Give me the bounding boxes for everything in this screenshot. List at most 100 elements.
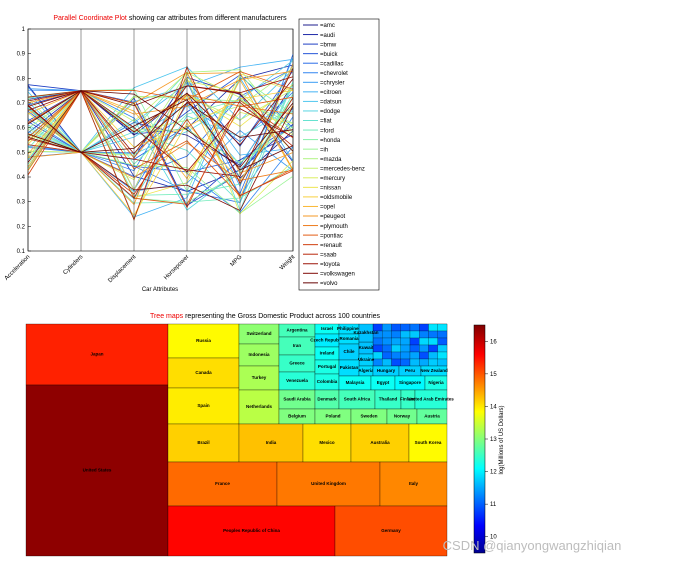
tm-cell-label: Ukraine (358, 357, 375, 362)
tm-small-cell (391, 323, 401, 332)
tm-title-highlight: Tree maps (150, 313, 184, 320)
pc-line (27, 128, 294, 214)
tm-cell-label: Algeria (358, 368, 374, 373)
tm-cell-label: Austria (424, 414, 440, 419)
tm-cell-label: South Africa (344, 397, 371, 402)
tm-small-cell (428, 337, 438, 346)
tm-cell-label: Indonesia (248, 352, 270, 357)
pc-legend-label: =chrysler (320, 81, 345, 87)
pc-line (27, 105, 294, 216)
pc-line (27, 84, 294, 206)
tm-cell-label: Czech Republic (310, 338, 344, 343)
tm-small-cell (400, 330, 411, 339)
tm-small-cell (437, 344, 448, 353)
pc-y-tick: 0.5 (17, 150, 26, 156)
pc-line (27, 97, 294, 207)
pc-legend-label: =volkswagen (320, 272, 355, 278)
pc-x-tick: Weight (279, 254, 297, 272)
pc-legend-items: =amc =audi =bmw =buick =cadillac =chevrolet =c… (303, 23, 365, 287)
pc-legend-label: =mazda (320, 157, 342, 163)
tm-cell-label: Kazakhstan (353, 330, 378, 335)
tm-cell-label: Egypt (377, 380, 390, 385)
tm-cell-label: Nigeria (428, 380, 444, 385)
tm-cell (167, 423, 240, 463)
pc-line (27, 76, 294, 155)
tm-small-cell (391, 330, 401, 339)
tm-cell-label: Colombia (317, 379, 338, 384)
pc-legend-label: =datsun (320, 100, 342, 106)
tm-small-cell (437, 358, 448, 367)
pc-legend-label: =toyota (320, 262, 341, 268)
pc-line (27, 90, 294, 168)
tm-small-cell (391, 351, 401, 360)
tm-cell-label: Brazil (197, 440, 209, 445)
tm-cell-label: Malaysia (346, 380, 365, 385)
tm-small-cell (391, 358, 401, 367)
tm-small-cell (419, 330, 429, 339)
watermark: CSDN @qianyongwangzhiqian (443, 538, 622, 553)
tm-cell (238, 389, 280, 425)
pc-line (27, 90, 294, 209)
tm-cell-label: United States (83, 468, 112, 473)
pc-line (27, 71, 294, 142)
pc-y-tick: 1 (22, 27, 26, 33)
tm-small-cell (382, 358, 392, 367)
tm-small-cell (372, 358, 383, 367)
tm-cell (167, 323, 240, 359)
tm-cell-label: Italy (409, 481, 419, 486)
tm-small-cell (428, 330, 438, 339)
pc-legend-label: =honda (320, 138, 341, 144)
colorbar-tick: 16 (490, 339, 497, 345)
tm-small-cell (437, 337, 448, 346)
tm-small-cell (382, 337, 392, 346)
pc-legend-label: =ford (320, 128, 334, 134)
pc-line (27, 90, 294, 171)
tm-small-cell (382, 344, 392, 353)
pc-line (27, 79, 294, 180)
tm-cell-label: Finland (400, 397, 416, 402)
pc-legend-label: =cadillac (320, 61, 344, 67)
pc-line (27, 102, 294, 153)
tm-cell-label: Australia (370, 440, 390, 445)
pc-y-tick: 0.8 (17, 76, 26, 82)
pc-x-tick: Displacement (107, 254, 137, 284)
pc-legend-label: =saab (320, 252, 337, 258)
tm-cell-label: France (215, 481, 230, 486)
tm-cell (350, 423, 410, 463)
tm-cell-label: Kuwait (359, 345, 374, 350)
pc-legend-label: =buick (320, 52, 339, 58)
tm-cell-label: Peru (405, 368, 415, 373)
tm-title: Tree maps representing the Gross Domesti… (150, 313, 381, 320)
pc-line (27, 99, 294, 171)
tm-cell-label: Romania (339, 336, 359, 341)
tm-cell-label: Norway (394, 414, 411, 419)
pc-legend-label: =audi (320, 33, 335, 39)
tm-cell-label: India (266, 440, 277, 445)
tm-small-cell (400, 323, 411, 332)
pc-y-tick: 0.9 (17, 52, 26, 58)
pc-line (27, 63, 294, 200)
pc-line (27, 90, 294, 173)
pc-line (27, 65, 294, 221)
pc-line (27, 104, 294, 212)
tm-cell-label: Argentina (286, 328, 307, 333)
tm-small-cell (382, 330, 392, 339)
tm-cell-label: Switzerland (246, 331, 271, 336)
tm-cell (379, 461, 448, 507)
tm-cell-label: Pakistan (340, 365, 359, 370)
tm-cell-label: Netherlands (246, 404, 273, 409)
pc-y-tick: 0.4 (17, 175, 26, 181)
tm-cell (167, 505, 336, 557)
tm-cell-label: New Zealand (420, 368, 448, 373)
tm-small-cell (372, 337, 383, 346)
tm-small-cell (391, 337, 401, 346)
pc-y-tick: 0.3 (17, 200, 26, 206)
tm-cell (408, 423, 448, 463)
pc-title-rest: showing car attributes from different ma… (127, 15, 287, 22)
pc-y-tick: 0.7 (17, 101, 26, 107)
pc-title: Parallel Coordinate Plot showing car att… (53, 15, 287, 22)
tm-small-cell (409, 351, 420, 360)
pc-legend-label: =oldsmobile (320, 195, 353, 201)
pc-x-tick: Horsepower (163, 254, 190, 281)
